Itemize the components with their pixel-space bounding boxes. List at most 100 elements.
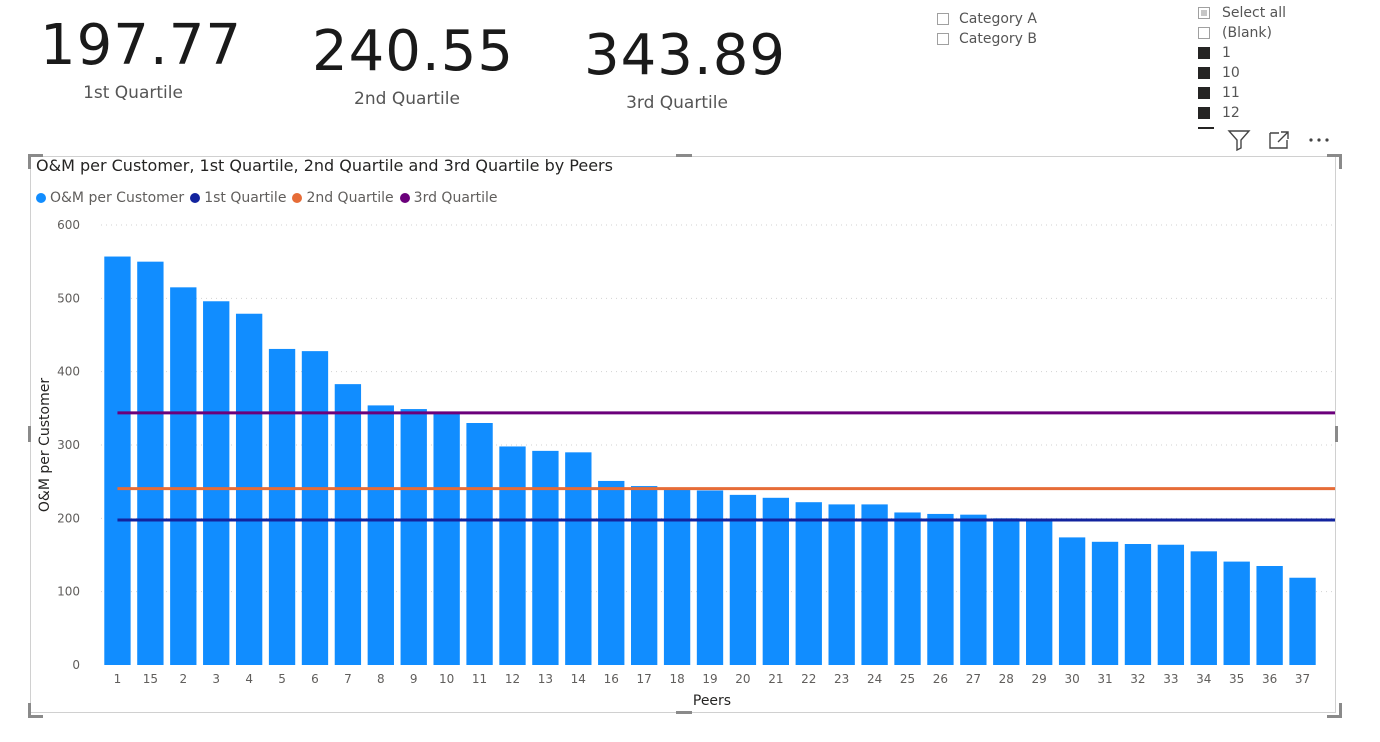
- bar[interactable]: [598, 480, 625, 665]
- bar[interactable]: [268, 348, 296, 665]
- card-3rd-quartile[interactable]: 343.89 3rd Quartile: [584, 24, 785, 114]
- bar[interactable]: [1289, 577, 1316, 665]
- bar[interactable]: [565, 452, 592, 665]
- bar[interactable]: [1026, 519, 1053, 665]
- bar[interactable]: [301, 351, 329, 665]
- x-tick-label: 35: [1229, 672, 1244, 686]
- bar[interactable]: [499, 446, 526, 665]
- bar[interactable]: [1190, 551, 1217, 665]
- legend-item-om-per-customer[interactable]: O&M per Customer: [36, 190, 184, 206]
- slicer-option-12[interactable]: 12: [1198, 103, 1286, 123]
- checkbox[interactable]: [1198, 67, 1210, 79]
- x-tick-label: 23: [834, 672, 849, 686]
- slicer-option-select-all[interactable]: Select all: [1198, 3, 1286, 23]
- card-value: 240.55: [312, 19, 514, 84]
- bar[interactable]: [828, 504, 855, 665]
- x-tick-label: 26: [933, 672, 948, 686]
- checkbox[interactable]: [1198, 87, 1210, 99]
- checkbox[interactable]: [937, 13, 949, 25]
- more-options-icon[interactable]: [1306, 128, 1332, 152]
- resize-handle-top-right[interactable]: [1327, 154, 1342, 169]
- card-label: 1st Quartile: [83, 83, 183, 103]
- option-label: 10: [1222, 65, 1240, 81]
- bar[interactable]: [433, 412, 460, 665]
- checkbox[interactable]: [937, 33, 949, 45]
- option-label: 1: [1222, 45, 1231, 61]
- resize-handle-top[interactable]: [676, 154, 692, 157]
- checkbox[interactable]: [1198, 27, 1210, 39]
- x-tick-label: 9: [410, 672, 418, 686]
- slicer-option-1[interactable]: 1: [1198, 43, 1286, 63]
- legend-item-2nd-quartile[interactable]: 2nd Quartile: [292, 190, 394, 206]
- peers-slicer: Select all (Blank) 1 10 11 12: [1198, 3, 1286, 123]
- card-label: 2nd Quartile: [354, 89, 460, 109]
- bar[interactable]: [795, 502, 822, 665]
- bar[interactable]: [1157, 544, 1185, 665]
- bar[interactable]: [137, 261, 164, 665]
- bar[interactable]: [927, 513, 954, 665]
- x-tick-label: 8: [377, 672, 385, 686]
- bar[interactable]: [104, 256, 131, 665]
- resize-handle-bottom-right[interactable]: [1327, 703, 1342, 718]
- checkbox[interactable]: [1198, 7, 1210, 19]
- x-tick-label: 6: [311, 672, 319, 686]
- y-axis-title: O&M per Customer: [37, 378, 53, 512]
- resize-handle-bottom[interactable]: [676, 711, 692, 714]
- x-tick-label: 2: [179, 672, 187, 686]
- legend-item-3rd-quartile[interactable]: 3rd Quartile: [399, 190, 498, 206]
- bar[interactable]: [762, 497, 790, 665]
- bar[interactable]: [993, 518, 1020, 665]
- bar[interactable]: [696, 490, 724, 665]
- bar[interactable]: [663, 487, 691, 665]
- bar[interactable]: [630, 486, 658, 665]
- x-tick-label: 19: [702, 672, 717, 686]
- card-1st-quartile[interactable]: 197.77 1st Quartile: [40, 14, 241, 104]
- bar[interactable]: [466, 423, 493, 665]
- x-tick-label: 3: [212, 672, 220, 686]
- card-2nd-quartile[interactable]: 240.55 2nd Quartile: [312, 19, 514, 110]
- card-label: 3rd Quartile: [626, 93, 728, 113]
- x-tick-label: 34: [1196, 672, 1211, 686]
- slicer-option-blank[interactable]: (Blank): [1198, 23, 1286, 43]
- slicer-option-category-a[interactable]: Category A: [937, 9, 1037, 29]
- x-tick-label: 31: [1097, 672, 1112, 686]
- x-tick-label: 20: [735, 672, 750, 686]
- bar[interactable]: [1256, 566, 1283, 665]
- bar[interactable]: [1091, 541, 1119, 665]
- bar[interactable]: [170, 287, 197, 665]
- checkbox[interactable]: [1198, 107, 1210, 119]
- legend-item-1st-quartile[interactable]: 1st Quartile: [190, 190, 286, 206]
- bar[interactable]: [861, 504, 888, 665]
- x-tick-label: 27: [966, 672, 981, 686]
- slicer-option-10[interactable]: 10: [1198, 63, 1286, 83]
- x-tick-label: 29: [1032, 672, 1047, 686]
- bar[interactable]: [1223, 561, 1250, 665]
- resize-handle-bottom-left[interactable]: [28, 703, 43, 718]
- option-label: Select all: [1222, 5, 1286, 21]
- bar[interactable]: [400, 409, 427, 665]
- bar[interactable]: [960, 514, 987, 665]
- slicer-option-11[interactable]: 11: [1198, 83, 1286, 103]
- x-tick-label: 25: [900, 672, 915, 686]
- legend-dot: [190, 193, 201, 203]
- resize-handle-right[interactable]: [1335, 426, 1338, 442]
- bar[interactable]: [894, 512, 921, 665]
- x-tick-label: 7: [344, 672, 352, 686]
- bar[interactable]: [532, 450, 559, 665]
- bar[interactable]: [729, 494, 757, 665]
- filter-icon[interactable]: [1226, 128, 1252, 152]
- resize-handle-left[interactable]: [28, 426, 31, 442]
- checkbox[interactable]: [1198, 47, 1210, 59]
- bar[interactable]: [367, 405, 394, 665]
- bar[interactable]: [334, 384, 362, 665]
- focus-mode-icon[interactable]: [1266, 128, 1292, 152]
- legend-dot: [399, 193, 410, 203]
- bar[interactable]: [1124, 544, 1152, 665]
- x-tick-label: 14: [571, 672, 586, 686]
- bar[interactable]: [203, 301, 230, 665]
- x-tick-label: 12: [505, 672, 520, 686]
- slicer-option-category-b[interactable]: Category B: [937, 29, 1037, 49]
- bar[interactable]: [1058, 537, 1086, 665]
- resize-handle-top-left[interactable]: [28, 154, 43, 169]
